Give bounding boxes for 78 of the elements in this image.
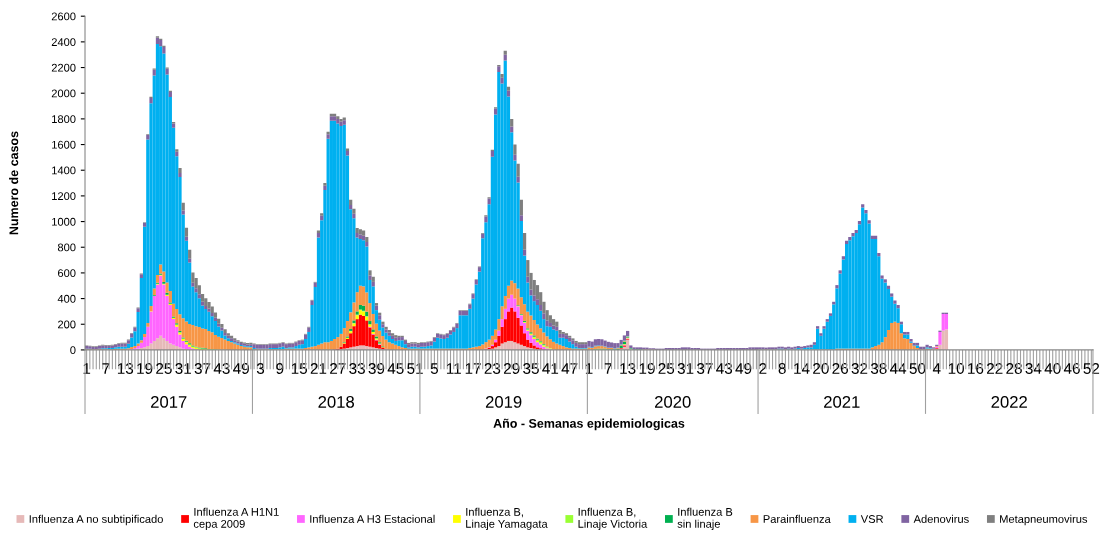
y-tick-label: 0: [70, 346, 76, 355]
x-tick-label: 43: [213, 363, 230, 374]
x-tick-label: 52: [1083, 363, 1100, 374]
x-tick-label: 32: [851, 363, 868, 374]
x-tick-label: 2: [759, 363, 767, 374]
x-tick-label: 16: [968, 363, 984, 374]
legend-label: Metapneumovirus: [1000, 514, 1088, 526]
x-tick-label: 5: [430, 363, 439, 374]
y-axis-title: Numero de casos: [9, 131, 19, 235]
y-tick-label: 1400: [52, 166, 76, 175]
x-tick-label: 35: [523, 363, 539, 374]
x-tick-label: 3: [256, 363, 265, 374]
y-tick-label: 1600: [52, 140, 76, 149]
x-tick-label: 25: [156, 363, 172, 374]
x-tick-label: 47: [561, 363, 578, 374]
x-tick-label: 14: [794, 363, 810, 374]
legend-label: Influenza B, Linaje Yamagata: [466, 507, 548, 530]
x-tick-label: 22: [987, 363, 1003, 374]
y-tick-label: 200: [58, 320, 76, 329]
x-tick-label: 19: [639, 363, 655, 374]
x-tick-label: 43: [716, 363, 733, 374]
legend-label: Influenza A H3 Estacional: [310, 514, 435, 523]
x-tick-label: 1: [585, 363, 593, 374]
x-tick-label: 41: [542, 363, 559, 374]
y-tick-label: 1200: [52, 192, 76, 201]
x-tick-label: 27: [330, 363, 346, 374]
x-tick-label: 39: [368, 363, 385, 374]
x-tick-label: 34: [1025, 363, 1042, 374]
x-tick-label: 21: [310, 363, 327, 374]
x-tick-label: 13: [620, 363, 636, 374]
x-tick-label: 8: [778, 363, 786, 374]
x-tick-label: 20: [813, 363, 829, 374]
text: 2017: [151, 395, 187, 408]
y-tick-label: 800: [57, 243, 76, 252]
x-tick-label: 9: [276, 363, 284, 374]
y-tick-label: 2000: [51, 89, 76, 98]
x-tick-label: 45: [387, 363, 404, 374]
x-tick-label: 50: [909, 363, 926, 374]
x-tick-label: 51: [407, 363, 423, 374]
text: 2019: [485, 395, 522, 408]
y-tick-label: 400: [57, 294, 76, 303]
text: 2022: [991, 395, 1027, 408]
x-tick-label: 29: [503, 363, 520, 374]
x-tick-label: 23: [484, 363, 501, 374]
legend-label: Influenza B, Linaje Victoria: [578, 507, 648, 530]
legend-label: Influenza A H1N1 cepa 2009: [193, 507, 279, 530]
legend-label: Adenovirus: [913, 514, 969, 523]
x-tick-label: 25: [658, 363, 675, 374]
text: 2020: [655, 395, 691, 408]
x-tick-label: 49: [233, 363, 249, 374]
y-tick-label: 600: [58, 269, 76, 278]
x-tick-label: 31: [677, 363, 694, 374]
x-tick-label: 49: [735, 363, 752, 374]
x-tick-label: 37: [194, 363, 211, 374]
x-tick-label: 4: [932, 363, 941, 374]
x-tick-label: 46: [1063, 363, 1080, 374]
x-tick-label: 38: [870, 363, 887, 374]
y-tick-label: 2600: [51, 12, 76, 21]
y-tick-label: 1800: [52, 115, 76, 124]
x-tick-label: 11: [446, 363, 461, 374]
x-tick-label: 19: [137, 363, 153, 374]
legend-label: Influenza B sin linaje: [677, 507, 733, 530]
text: 2021: [824, 395, 860, 408]
y-tick-label: 2200: [51, 63, 76, 72]
y-tick-label: 1000: [52, 217, 76, 226]
legend-label: Influenza A no subtipificado: [29, 514, 163, 526]
x-tick-label: 37: [697, 363, 713, 374]
x-tick-label: 1: [83, 363, 91, 374]
x-tick-label: 26: [832, 363, 848, 374]
text: 2018: [318, 395, 355, 408]
x-tick-label: 31: [175, 363, 191, 374]
legend-label: VSR: [860, 515, 884, 523]
legend-label: Parainfluenza: [763, 514, 831, 523]
x-tick-label: 15: [291, 363, 308, 374]
x-axis-title: Año - Semanas epidemiologicas: [493, 418, 685, 431]
x-tick-label: 40: [1044, 363, 1061, 374]
y-tick-label: 2400: [51, 38, 76, 47]
x-tick-label: 7: [102, 363, 110, 374]
